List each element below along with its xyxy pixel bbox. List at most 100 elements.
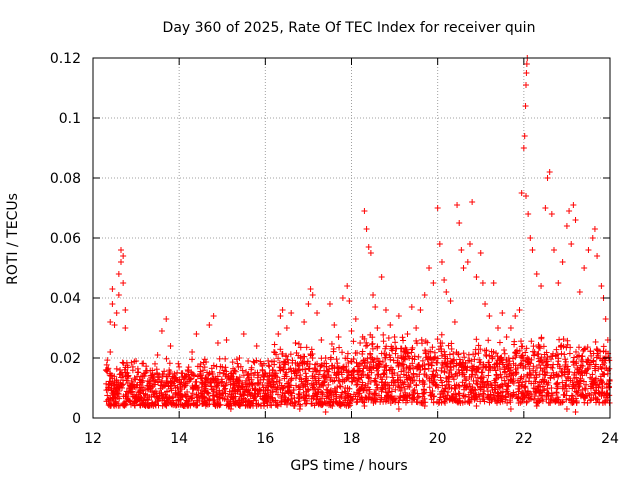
band-point (302, 366, 309, 373)
y-tick-label: 0.04 (50, 291, 81, 307)
band-point (318, 362, 325, 369)
band-point (379, 386, 386, 393)
band-point (474, 381, 481, 388)
band-point (284, 387, 291, 394)
band-point (485, 372, 492, 379)
band-point (298, 376, 305, 383)
band-point (110, 394, 117, 401)
band-point (341, 401, 348, 408)
data-point (477, 250, 484, 256)
band-point (540, 359, 547, 366)
data-point (115, 271, 122, 277)
data-point (107, 349, 114, 355)
band-point (325, 381, 332, 388)
band-point (386, 366, 393, 373)
data-point (566, 208, 573, 214)
band-point (295, 340, 302, 347)
data-point (184, 367, 191, 373)
band-point (210, 375, 217, 382)
band-point (593, 346, 600, 353)
band-point (577, 370, 584, 377)
band-point (513, 369, 520, 376)
band-point (130, 393, 137, 400)
data-point (447, 298, 454, 304)
band-point (503, 394, 510, 401)
data-point (309, 292, 316, 298)
band-point (524, 358, 531, 365)
band-point (398, 352, 405, 359)
band-point (282, 352, 289, 359)
band-point (558, 372, 565, 379)
band-point (289, 399, 296, 406)
band-point (173, 401, 180, 408)
band-point (388, 370, 395, 377)
data-point (275, 331, 282, 337)
band-point (593, 354, 600, 361)
band-point (501, 347, 508, 354)
band-point (285, 388, 292, 395)
band-point (558, 342, 565, 349)
band-point (549, 364, 556, 371)
band-point (494, 390, 501, 397)
band-point (438, 331, 445, 338)
x-tick-label: 12 (84, 431, 102, 447)
band-point (397, 379, 404, 386)
data-point (591, 226, 598, 232)
band-point (382, 363, 389, 370)
data-point (563, 406, 570, 412)
band-point (397, 374, 404, 381)
band-point (297, 372, 304, 379)
band-point (439, 379, 446, 386)
data-point (314, 310, 321, 316)
band-point (279, 350, 286, 357)
band-point (233, 356, 240, 363)
band-point (497, 394, 504, 401)
band-point (296, 394, 303, 401)
band-point (449, 359, 456, 366)
band-point (592, 338, 599, 345)
band-point (434, 371, 441, 378)
band-point (524, 372, 531, 379)
data-point (507, 325, 514, 331)
data-point (141, 373, 148, 379)
x-tick-label: 22 (515, 431, 533, 447)
band-point (588, 396, 595, 403)
band-point (133, 382, 140, 389)
x-tick-label: 20 (429, 431, 447, 447)
band-point (364, 355, 371, 362)
band-point (373, 365, 380, 372)
data-point (189, 349, 196, 355)
band-point (189, 370, 196, 377)
data-point (301, 319, 308, 325)
band-point (125, 388, 132, 395)
band-point (137, 388, 144, 395)
band-point (444, 360, 451, 367)
band-point (367, 358, 374, 365)
band-point (428, 392, 435, 399)
band-point (319, 402, 326, 409)
data-point (219, 364, 226, 370)
band-point (200, 359, 207, 366)
band-point (529, 348, 536, 355)
band-point (587, 397, 594, 404)
band-point (400, 337, 407, 344)
band-point (449, 373, 456, 380)
band-point (421, 365, 428, 372)
data-point (454, 202, 461, 208)
data-point (589, 235, 596, 241)
band-point (274, 383, 281, 390)
band-point (596, 391, 603, 398)
band-point (279, 393, 286, 400)
data-point (548, 211, 555, 217)
band-point (206, 395, 213, 402)
data-point (395, 313, 402, 319)
data-point (335, 334, 342, 340)
band-point (440, 387, 447, 394)
band-point (229, 385, 236, 392)
band-point (584, 366, 591, 373)
data-points (102, 55, 613, 415)
band-point (517, 375, 524, 382)
band-point (503, 386, 510, 393)
band-point (493, 375, 500, 382)
data-point (206, 322, 213, 328)
